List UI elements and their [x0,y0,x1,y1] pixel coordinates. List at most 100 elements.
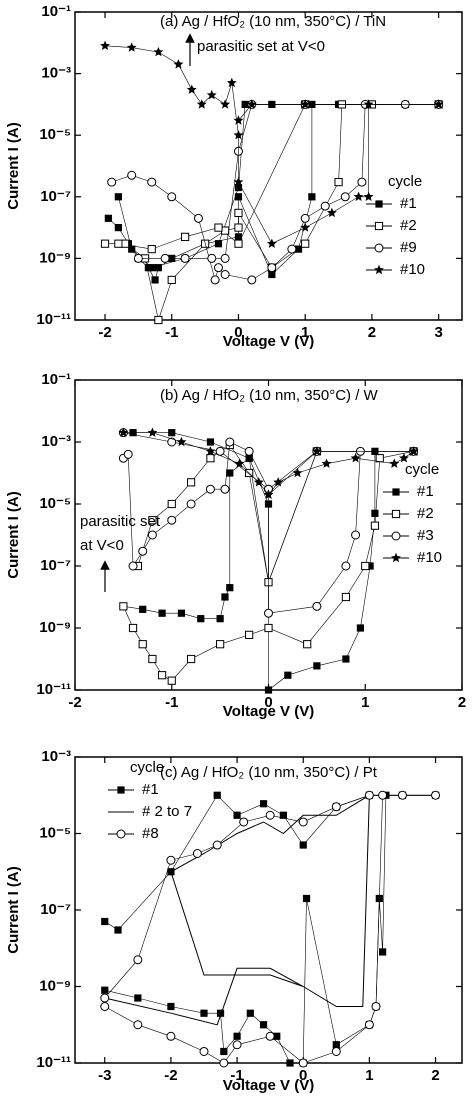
marker [391,552,401,563]
marker [199,1046,209,1056]
marker [128,623,138,633]
marker [213,791,221,799]
y-tick-label: 10⁻¹¹ [36,311,71,328]
marker [177,609,186,617]
marker [279,811,287,819]
x-tick-label: -1 [165,694,178,711]
marker [374,264,384,275]
marker [225,437,235,447]
y-tick-label: 10⁻⁵ [39,126,71,143]
legend-title: cycle [388,173,422,190]
marker [114,193,122,201]
series-connector [105,104,439,322]
marker [154,315,163,325]
marker [167,192,177,202]
y-axis-label: Current I (A) [5,866,22,954]
marker [308,193,316,201]
legend-label: # 2 to 7 [142,803,192,820]
marker [286,1059,294,1067]
marker [391,531,401,541]
marker [264,686,273,694]
marker [100,993,110,1003]
marker [196,99,207,109]
x-tick-label: -2 [68,694,81,711]
annotation: parasitic set [80,513,161,530]
y-tick-label: 10⁻¹¹ [36,681,71,698]
marker [239,817,249,827]
x-tick-label: -2 [98,324,111,341]
marker [334,178,343,187]
marker [104,214,112,222]
marker [167,1002,175,1011]
x-axis-label: Voltage V (V) [223,703,314,720]
marker [366,562,374,570]
marker [205,446,216,456]
marker [166,855,176,865]
marker [151,276,159,284]
marker [264,608,273,618]
marker [219,1058,229,1068]
legend-label: #3 [417,527,434,544]
y-tick-label: 10⁻¹ [41,3,71,20]
x-axis-label: Voltage V (V) [223,1077,314,1094]
marker [173,59,184,69]
marker [312,601,322,611]
marker [233,1032,241,1040]
marker [154,264,163,272]
marker [233,176,244,187]
marker [213,263,223,273]
marker [234,208,243,218]
marker [167,275,176,285]
marker [234,239,243,248]
marker [341,592,350,602]
marker [205,484,215,494]
marker [350,453,361,463]
marker [375,454,384,463]
marker [186,84,197,94]
marker [197,615,205,623]
x-tick-label: 0 [234,324,242,341]
marker [101,986,109,994]
marker [245,454,253,462]
marker [320,201,330,211]
marker [127,170,137,180]
x-tick-label: 1 [365,1067,373,1084]
x-tick-label: 0 [264,694,272,711]
y-tick-label: 10⁻³ [41,748,71,765]
marker [287,244,297,254]
marker [147,245,156,254]
marker [214,240,223,248]
marker [117,786,125,794]
y-tick-label: 10⁻⁵ [39,824,71,841]
marker [267,263,277,273]
marker [408,446,419,456]
marker [363,99,374,109]
legend-label: #9 [400,239,417,256]
marker [374,221,384,231]
panel-title: (a) Ag / HfO₂ (10 nm, 350°C) / TiN [160,13,386,30]
marker [206,89,217,100]
y-tick-label: 10⁻⁷ [40,188,71,205]
marker [220,1047,228,1056]
marker [233,115,244,125]
marker [233,130,244,140]
marker [226,584,234,592]
marker [148,516,157,525]
x-tick-label: 1 [361,694,369,711]
marker [397,790,407,800]
marker [313,662,321,670]
marker [123,449,133,459]
marker [246,1009,254,1017]
marker [192,849,202,859]
marker [220,484,230,494]
marker [187,654,196,664]
marker [160,253,170,263]
marker [180,232,190,241]
legend-label: #10 [417,549,442,566]
marker [284,671,292,679]
marker [399,453,409,463]
plot-frame [74,756,463,1064]
y-tick-label: 10⁻³ [41,65,71,82]
marker [100,1002,110,1012]
x-tick-label: 2 [431,1067,439,1084]
